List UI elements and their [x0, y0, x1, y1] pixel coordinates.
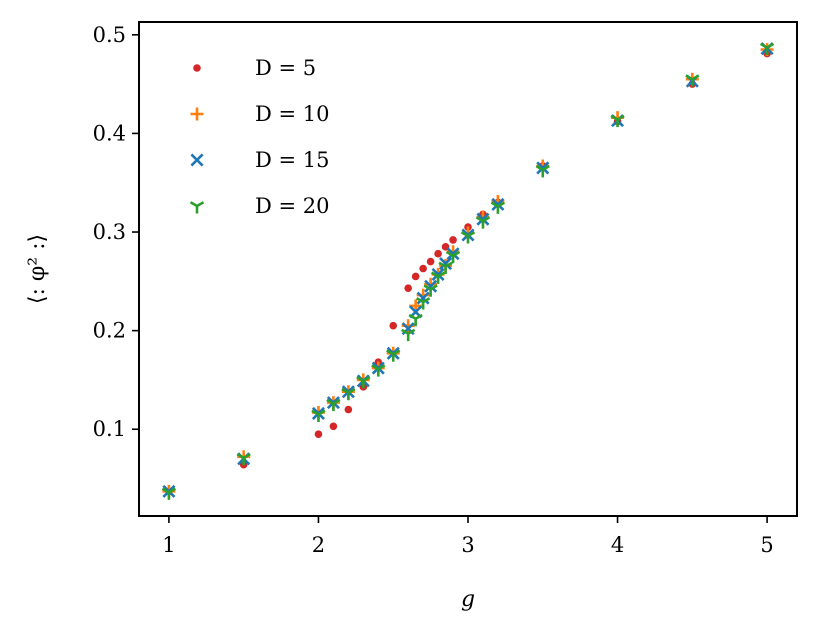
x-tick-label: 5	[760, 533, 773, 557]
legend-label: D = 10	[255, 102, 330, 126]
data-point	[404, 284, 412, 293]
data-point	[344, 405, 353, 414]
x-tick-label: 1	[162, 533, 175, 557]
data-point	[356, 376, 371, 389]
data-point	[535, 165, 550, 178]
data-point	[415, 297, 431, 310]
data-point	[389, 321, 398, 330]
data-point	[438, 261, 453, 275]
x-tick-label: 3	[461, 533, 474, 557]
data-point	[759, 42, 775, 56]
data-point	[490, 201, 506, 214]
data-point	[431, 267, 445, 281]
data-point	[341, 387, 356, 401]
legend-label: D = 5	[255, 56, 316, 80]
data-point	[476, 212, 490, 226]
data-points	[161, 42, 775, 500]
data-point	[449, 236, 457, 244]
y-tick-label: 0.1	[93, 417, 126, 441]
data-point	[439, 257, 453, 271]
data-point	[401, 328, 416, 342]
data-point	[610, 114, 625, 128]
data-point	[419, 264, 427, 273]
data-point	[424, 279, 438, 293]
data-point	[236, 452, 251, 466]
data-point	[329, 422, 338, 431]
x-axis-label: g	[461, 587, 475, 612]
y-axis-label: ⟨: φ² :⟩	[25, 234, 50, 304]
y-tick-label: 0.3	[93, 220, 126, 244]
legend-marker	[193, 64, 201, 72]
data-point	[416, 291, 430, 305]
data-point	[326, 398, 341, 412]
legend-label: D = 15	[255, 148, 330, 172]
data-point	[314, 430, 323, 438]
series-4	[161, 42, 775, 500]
data-point	[446, 247, 460, 261]
data-point	[536, 161, 550, 175]
legend-marker	[190, 107, 204, 121]
plot-frame	[138, 21, 798, 517]
legend-marker	[189, 201, 205, 214]
legend-marker	[190, 153, 204, 167]
data-point	[475, 216, 491, 229]
data-point	[430, 271, 446, 284]
data-point	[423, 284, 438, 297]
data-point	[311, 409, 326, 422]
data-point	[161, 487, 177, 500]
data-point	[426, 257, 435, 266]
y-tick-label: 0.2	[93, 319, 126, 343]
data-point	[445, 250, 461, 264]
y-tick-label: 0.5	[93, 23, 126, 47]
data-point	[411, 272, 420, 281]
data-point	[386, 349, 401, 362]
x-tick-label: 4	[611, 533, 624, 557]
x-tick-label: 2	[312, 533, 325, 557]
y-tick-label: 0.4	[93, 121, 126, 145]
data-point	[460, 231, 476, 244]
data-point	[491, 197, 505, 211]
data-point	[408, 313, 423, 327]
data-point	[685, 74, 700, 87]
data-point	[371, 364, 386, 377]
legend: D = 5 D = 10 D = 15 D = 20	[189, 56, 330, 218]
data-point	[434, 249, 442, 258]
legend-label: D = 20	[255, 194, 330, 218]
axis-ticks: 1 2 3 4 5 0.1 0.2 0.3 0.4 0.5	[93, 23, 774, 557]
